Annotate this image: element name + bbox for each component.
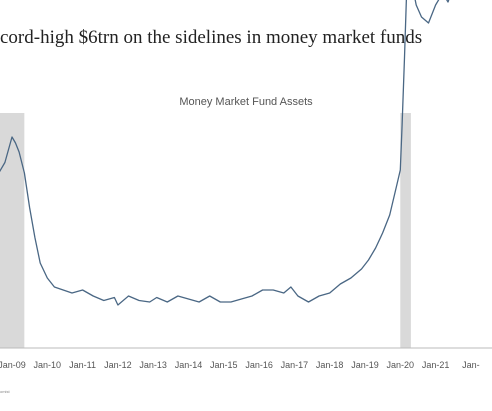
x-tick-label: Jan-12 [104,360,132,370]
x-tick-label: Jan-14 [175,360,203,370]
recession-bands [0,113,411,348]
x-tick-label: Jan-11 [69,360,96,370]
x-tick-label: Jan-09 [0,360,26,370]
x-tick-label: Jan- [462,360,480,370]
x-tick-label: Jan-13 [139,360,167,370]
x-tick-label: Jan-16 [245,360,273,370]
x-tick-label: Jan-17 [281,360,309,370]
recession-band [400,113,411,348]
series-line [0,0,450,306]
x-tick-label: Jan-10 [34,360,62,370]
x-tick-label: Jan-15 [210,360,238,370]
x-tick-label: Jan-18 [316,360,344,370]
source-note: omist [0,389,10,394]
x-axis-ticks: Jan-09 Jan-10 Jan-11 Jan-12 Jan-13 Jan-14 Jan-… [0,360,480,370]
x-tick-label: Jan-20 [387,360,415,370]
recession-band [0,113,25,348]
chart-title: Money Market Fund Assets [179,96,313,108]
chart-headline: cord-high $6trn on the sidelines in mone… [0,27,423,48]
x-tick-label: Jan-21 [422,360,450,370]
x-tick-label: Jan-19 [351,360,379,370]
